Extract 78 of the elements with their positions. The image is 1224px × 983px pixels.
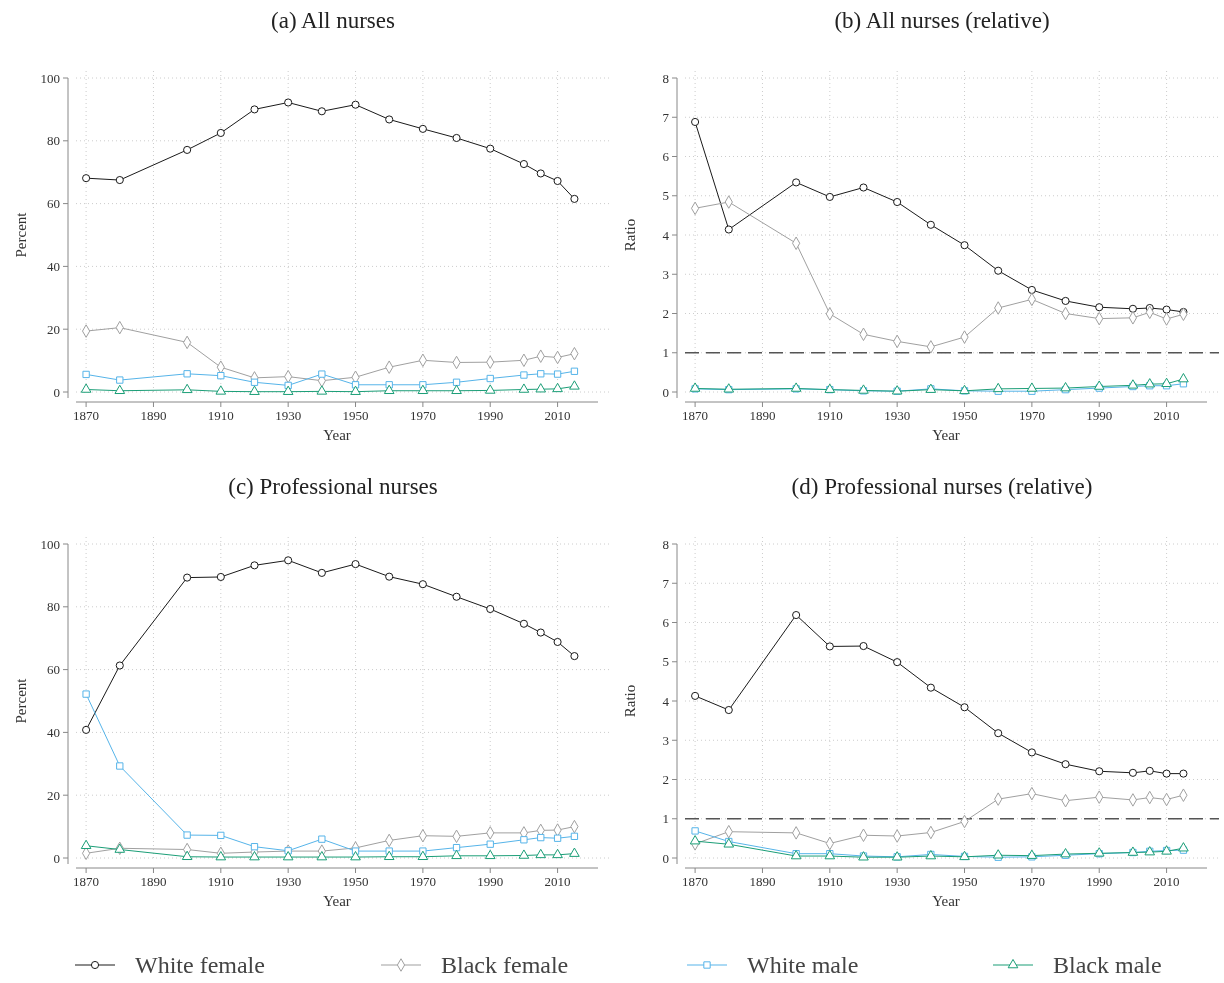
x-axis-title: Year [932, 893, 960, 909]
y-tick-label: 80 [47, 599, 60, 615]
y-tick-label: 7 [662, 575, 670, 591]
x-tick-label: 1870 [682, 408, 709, 423]
x-tick-label: 1870 [73, 874, 100, 889]
x-tick-label: 1930 [884, 408, 911, 423]
x-tick-label: 1950 [951, 874, 978, 889]
y-tick-label: 60 [47, 196, 60, 212]
y-tick-label: 0 [662, 384, 669, 400]
x-tick-label: 1890 [749, 408, 776, 423]
y-tick-label: 6 [662, 615, 670, 631]
x-axis-title: Year [323, 893, 351, 909]
x-tick-label: 1930 [884, 874, 911, 889]
y-axis-title: Percent [13, 211, 29, 258]
x-tick-label: 2010 [544, 874, 571, 889]
y-tick-label: 0 [662, 850, 669, 866]
chart-title: (c) Professional nurses [228, 474, 438, 499]
x-axis-title: Year [323, 427, 351, 443]
y-tick-label: 40 [47, 258, 60, 274]
y-tick-label: 7 [662, 109, 670, 125]
y-tick-label: 5 [662, 654, 669, 670]
y-tick-label: 100 [40, 70, 60, 86]
x-tick-label: 1950 [342, 874, 369, 889]
x-tick-label: 1910 [207, 874, 234, 889]
x-tick-label: 1990 [1086, 874, 1113, 889]
x-tick-label: 1950 [342, 408, 369, 423]
x-tick-label: 1950 [951, 408, 978, 423]
y-tick-label: 60 [47, 662, 60, 678]
y-axis-title: Percent [13, 677, 29, 724]
x-tick-label: 2010 [1153, 874, 1180, 889]
y-tick-label: 6 [662, 149, 670, 165]
x-tick-label: 1970 [1018, 874, 1045, 889]
x-tick-label: 1970 [409, 408, 436, 423]
y-tick-label: 20 [47, 321, 60, 337]
y-axis-title: Ratio [622, 684, 638, 718]
chart-title: (b) All nurses (relative) [834, 8, 1050, 33]
y-tick-label: 8 [662, 536, 669, 552]
y-tick-label: 3 [662, 732, 669, 748]
legend-label: White female [135, 952, 265, 979]
chart-title: (a) All nurses [271, 8, 396, 33]
y-tick-label: 100 [40, 536, 60, 552]
x-tick-label: 1890 [140, 874, 167, 889]
x-tick-label: 1870 [682, 874, 709, 889]
y-tick-label: 0 [53, 384, 60, 400]
x-tick-label: 2010 [1153, 408, 1180, 423]
legend-label: Black female [441, 952, 569, 979]
x-tick-label: 1890 [749, 874, 776, 889]
y-tick-label: 4 [662, 227, 670, 243]
x-tick-label: 1910 [816, 408, 843, 423]
y-tick-label: 2 [662, 772, 669, 788]
x-tick-label: 1910 [207, 408, 234, 423]
x-tick-label: 1970 [1018, 408, 1045, 423]
y-tick-label: 80 [47, 133, 60, 149]
y-tick-label: 40 [47, 724, 60, 740]
y-tick-label: 4 [662, 693, 670, 709]
chart-title: (d) Professional nurses (relative) [791, 474, 1093, 499]
x-axis-title: Year [932, 427, 960, 443]
y-tick-label: 5 [662, 188, 669, 204]
x-tick-label: 1890 [140, 408, 167, 423]
y-tick-label: 0 [53, 850, 60, 866]
y-tick-label: 3 [662, 266, 669, 282]
y-axis-title: Ratio [622, 218, 638, 252]
x-tick-label: 1910 [816, 874, 843, 889]
y-tick-label: 1 [662, 345, 669, 361]
x-tick-label: 1870 [73, 408, 100, 423]
x-tick-label: 1990 [477, 874, 504, 889]
x-tick-label: 1970 [409, 874, 436, 889]
y-tick-label: 20 [47, 787, 60, 803]
x-tick-label: 2010 [544, 408, 571, 423]
x-tick-label: 1990 [477, 408, 504, 423]
legend-label: White male [747, 952, 859, 979]
y-tick-label: 2 [662, 306, 669, 322]
x-tick-label: 1930 [275, 408, 302, 423]
y-tick-label: 8 [662, 70, 669, 86]
legend-label: Black male [1053, 952, 1162, 979]
x-tick-label: 1990 [1086, 408, 1113, 423]
x-tick-label: 1930 [275, 874, 302, 889]
y-tick-label: 1 [662, 811, 669, 827]
